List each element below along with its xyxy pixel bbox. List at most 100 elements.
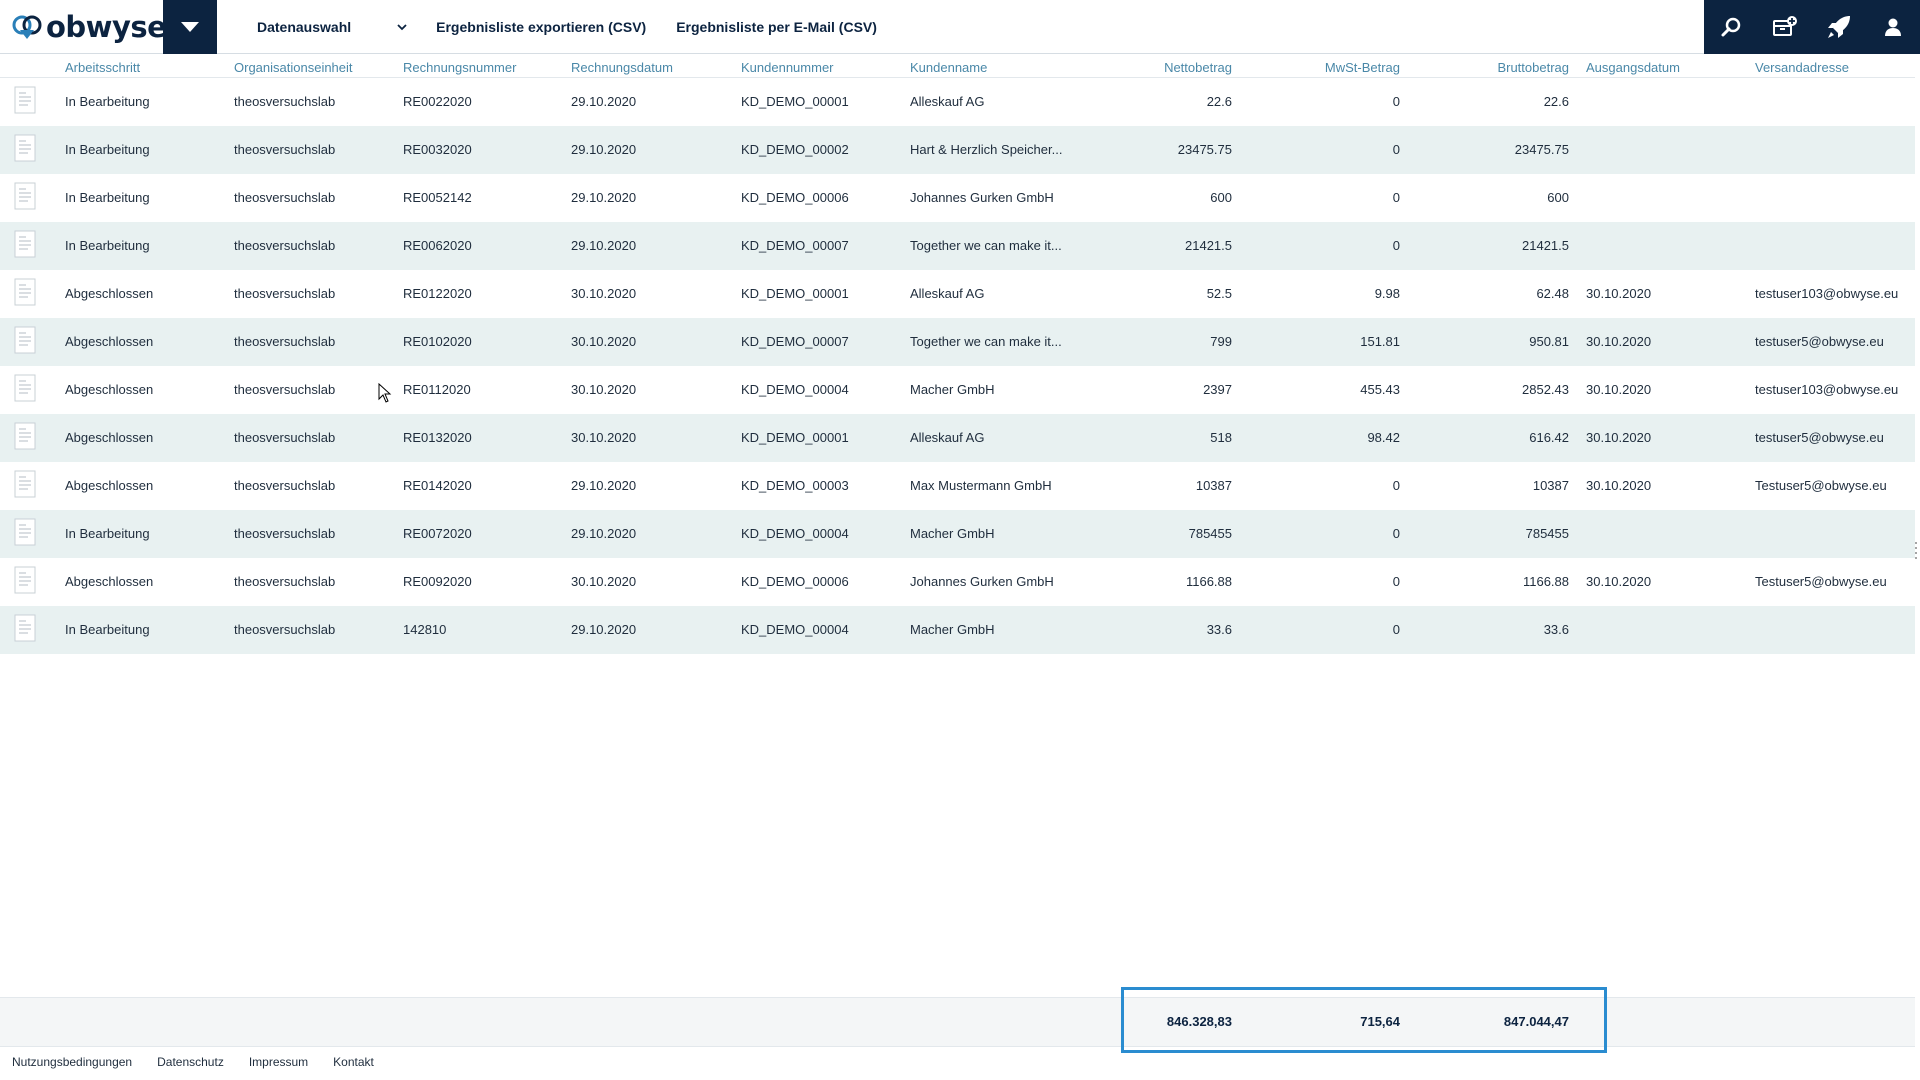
col-header-ausgangsdatum[interactable]: Ausgangsdatum — [1586, 60, 1680, 75]
cell-kundenname: Together we can make it... — [910, 334, 1062, 349]
cell-bruttobetrag: 62.48 — [1536, 286, 1569, 301]
col-header-bruttobetrag[interactable]: Bruttobetrag — [1497, 60, 1569, 75]
cell-kundennummer: KD_DEMO_00007 — [741, 238, 849, 253]
table-row[interactable]: Abgeschlossen theosversuchslab RE0092020 30… — [0, 558, 1915, 606]
document-thumbnail-icon[interactable] — [14, 566, 36, 594]
cell-mwst-betrag: 0 — [1392, 238, 1400, 253]
cell-organisationseinheit: theosversuchslab — [234, 478, 336, 493]
cell-ausgangsdatum: 30.10.2020 — [1586, 382, 1652, 397]
nav-export-csv-label: Ergebnisliste exportieren (CSV) — [436, 19, 647, 35]
table-row[interactable]: Abgeschlossen theosversuchslab RE0122020 30… — [0, 270, 1915, 318]
nav-export-csv[interactable]: Ergebnisliste exportieren (CSV) — [436, 19, 646, 35]
table-row[interactable]: Abgeschlossen theosversuchslab RE0142020 29… — [0, 462, 1915, 510]
cell-kundenname: Hart & Herzlich Speicher... — [910, 142, 1063, 157]
cell-ausgangsdatum: 30.10.2020 — [1586, 478, 1652, 493]
footer-link-impressum[interactable]: Impressum — [248, 1055, 309, 1069]
cell-organisationseinheit: theosversuchslab — [234, 574, 336, 589]
document-thumbnail-icon[interactable] — [14, 518, 36, 546]
cell-rechnungsnummer: RE0052142 — [403, 190, 472, 205]
cell-mwst-betrag: 0 — [1392, 94, 1400, 109]
document-thumbnail-icon[interactable] — [14, 470, 36, 498]
table-header: Arbeitsschritt Organisationseinheit Rech… — [0, 55, 1915, 78]
cell-organisationseinheit: theosversuchslab — [234, 382, 336, 397]
cell-organisationseinheit: theosversuchslab — [234, 190, 336, 205]
footer-link-kontakt[interactable]: Kontakt — [333, 1055, 374, 1069]
cell-rechnungsnummer: RE0072020 — [403, 526, 472, 541]
document-thumbnail-icon[interactable] — [14, 422, 36, 450]
cell-kundenname: Max Mustermann GmbH — [910, 478, 1052, 493]
cell-ausgangsdatum: 30.10.2020 — [1586, 334, 1652, 349]
table-row[interactable]: In Bearbeitung theosversuchslab RE0072020 2… — [0, 510, 1915, 558]
col-header-rechnungsdatum[interactable]: Rechnungsdatum — [571, 60, 673, 75]
cell-arbeitsschritt: Abgeschlossen — [65, 430, 154, 445]
cell-kundennummer: KD_DEMO_00004 — [741, 382, 849, 397]
cell-nettobetrag: 799 — [1210, 334, 1232, 349]
logo[interactable]: obwyse — [12, 10, 167, 44]
table-row[interactable]: In Bearbeitung theosversuchslab RE0022020 2… — [0, 78, 1915, 126]
cell-bruttobetrag: 950.81 — [1529, 334, 1569, 349]
cell-ausgangsdatum: 30.10.2020 — [1586, 430, 1652, 445]
footer-link-nutzungsbedingungen[interactable]: Nutzungsbedingungen — [12, 1055, 133, 1069]
cell-bruttobetrag: 22.6 — [1543, 94, 1569, 109]
menu-toggle-button[interactable] — [163, 0, 217, 54]
document-thumbnail-icon[interactable] — [14, 278, 36, 306]
document-thumbnail-icon[interactable] — [14, 230, 36, 258]
col-header-versandadresse[interactable]: Versandadresse — [1755, 60, 1849, 75]
cell-arbeitsschritt: Abgeschlossen — [65, 334, 154, 349]
col-header-arbeitsschritt[interactable]: Arbeitsschritt — [65, 60, 141, 75]
rocket-button[interactable] — [1822, 10, 1856, 44]
cell-kundenname: Johannes Gurken GmbH — [910, 190, 1054, 205]
cell-rechnungsnummer: RE0062020 — [403, 238, 472, 253]
cell-kundenname: Alleskauf AG — [910, 430, 985, 445]
cell-kundenname: Macher GmbH — [910, 622, 995, 637]
table-row[interactable]: In Bearbeitung theosversuchslab RE0052142 2… — [0, 174, 1915, 222]
document-thumbnail-icon[interactable] — [14, 134, 36, 162]
document-thumbnail-icon[interactable] — [14, 86, 36, 114]
cell-nettobetrag: 518 — [1210, 430, 1232, 445]
cell-kundenname: Alleskauf AG — [910, 94, 985, 109]
cell-nettobetrag: 21421.5 — [1185, 238, 1232, 253]
document-thumbnail-icon[interactable] — [14, 374, 36, 402]
archive-add-icon — [1773, 16, 1797, 36]
cell-kundenname: Johannes Gurken GmbH — [910, 574, 1054, 589]
total-bruttobetrag: 847.044,47 — [1503, 1014, 1569, 1029]
col-header-kundenname[interactable]: Kundenname — [910, 60, 988, 75]
document-thumbnail-icon[interactable] — [14, 614, 36, 642]
footer-link-datenschutz[interactable]: Datenschutz — [157, 1055, 224, 1069]
search-button[interactable] — [1714, 10, 1748, 44]
cell-nettobetrag: 33.6 — [1206, 622, 1232, 637]
cell-rechnungsdatum: 29.10.2020 — [571, 526, 637, 541]
resize-handle-icon[interactable] — [1914, 540, 1918, 560]
col-header-kundennummer[interactable]: Kundennummer — [741, 60, 834, 75]
cell-mwst-betrag: 0 — [1392, 142, 1400, 157]
col-header-organisationseinheit[interactable]: Organisationseinheit — [234, 60, 353, 75]
user-button[interactable] — [1876, 10, 1910, 44]
table-row[interactable]: Abgeschlossen theosversuchslab RE0102020 30… — [0, 318, 1915, 366]
nav-email-csv[interactable]: Ergebnisliste per E-Mail (CSV) — [676, 19, 877, 35]
col-header-mwst-betrag[interactable]: MwSt-Betrag — [1324, 60, 1400, 75]
archive-add-button[interactable] — [1768, 10, 1802, 44]
nav-datenauswahl[interactable]: Datenauswahl — [257, 19, 408, 35]
table-body: In Bearbeitung theosversuchslab RE0022020 2… — [0, 78, 1915, 654]
table-row[interactable]: In Bearbeitung theosversuchslab 142810 29.1… — [0, 606, 1915, 654]
table-row[interactable]: Abgeschlossen theosversuchslab RE0132020 30… — [0, 414, 1915, 462]
cell-rechnungsdatum: 29.10.2020 — [571, 238, 637, 253]
cell-nettobetrag: 23475.75 — [1177, 142, 1232, 157]
document-thumbnail-icon[interactable] — [14, 326, 36, 354]
col-header-nettobetrag[interactable]: Nettobetrag — [1164, 60, 1232, 75]
cell-organisationseinheit: theosversuchslab — [234, 622, 336, 637]
cell-rechnungsdatum: 29.10.2020 — [571, 478, 637, 493]
table-row[interactable]: Abgeschlossen theosversuchslab RE0112020 30… — [0, 366, 1915, 414]
cell-arbeitsschritt: In Bearbeitung — [65, 526, 150, 541]
cell-kundennummer: KD_DEMO_00001 — [741, 286, 849, 301]
col-header-rechnungsnummer[interactable]: Rechnungsnummer — [403, 60, 517, 75]
cell-bruttobetrag: 600 — [1547, 190, 1569, 205]
cell-bruttobetrag: 616.42 — [1529, 430, 1569, 445]
table-row[interactable]: In Bearbeitung theosversuchslab RE0062020 2… — [0, 222, 1915, 270]
cell-mwst-betrag: 98.42 — [1367, 430, 1400, 445]
table-row[interactable]: In Bearbeitung theosversuchslab RE0032020 2… — [0, 126, 1915, 174]
cell-arbeitsschritt: Abgeschlossen — [65, 574, 154, 589]
document-thumbnail-icon[interactable] — [14, 182, 36, 210]
cell-versandadresse: testuser103@obwyse.eu — [1755, 286, 1899, 301]
cell-rechnungsnummer: RE0142020 — [403, 478, 472, 493]
